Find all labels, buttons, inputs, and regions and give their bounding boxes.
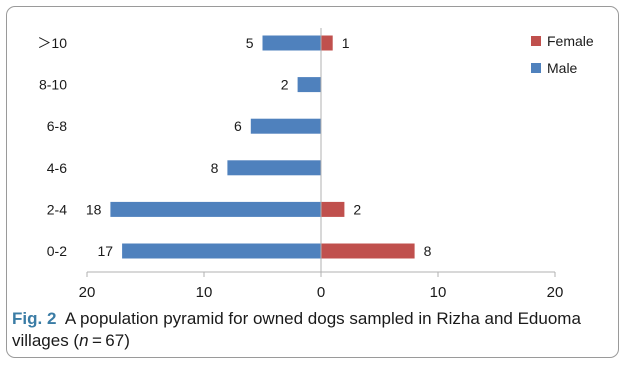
legend-label: Male <box>547 60 578 76</box>
male-bar <box>122 243 321 259</box>
male-data-label: 8 <box>211 160 219 176</box>
figure-label: Fig. 2 <box>12 309 57 328</box>
category-label: 6-8 <box>47 118 67 134</box>
female-bar <box>321 201 345 217</box>
legend-label: Female <box>547 33 594 49</box>
female-bar <box>321 35 333 51</box>
legend-swatch <box>531 36 541 46</box>
caption-n-variable: n <box>79 331 89 350</box>
x-tick-label: 0 <box>317 284 325 300</box>
female-data-label: 1 <box>342 35 350 51</box>
category-label: ＞10 <box>37 35 67 51</box>
female-bar <box>321 243 415 259</box>
caption-n-value: = 67) <box>88 331 130 350</box>
caption-text: A population pyramid for owned dogs samp… <box>12 309 581 350</box>
female-data-label: 8 <box>424 243 432 259</box>
x-tick-label: 20 <box>79 284 96 300</box>
male-data-label: 5 <box>246 35 254 51</box>
male-bar <box>297 77 321 93</box>
category-label: 0-2 <box>47 243 67 259</box>
category-label: 8-10 <box>39 77 67 93</box>
x-tick-label: 10 <box>196 284 213 300</box>
category-label: 4-6 <box>47 160 67 176</box>
category-label: 2-4 <box>47 201 67 217</box>
female-data-label: 2 <box>353 201 361 217</box>
male-bar <box>262 35 321 51</box>
x-tick-label: 20 <box>547 284 564 300</box>
x-tick-label: 10 <box>430 284 447 300</box>
male-data-label: 17 <box>98 243 114 259</box>
figure-frame <box>6 6 619 358</box>
figure-caption: Fig. 2 A population pyramid for owned do… <box>12 308 612 352</box>
male-bar <box>227 160 321 176</box>
population-pyramid-chart: 0-2 17 8 2-4 18 2 4-6 8 6-8 6 8-10 2 ＞10 5 1 20 10 0 10 20 F… <box>37 28 594 300</box>
male-bar <box>250 118 321 134</box>
male-data-label: 6 <box>234 118 242 134</box>
male-bar <box>110 201 322 217</box>
legend-swatch <box>531 63 541 73</box>
male-data-label: 2 <box>281 77 289 93</box>
male-data-label: 18 <box>86 201 102 217</box>
